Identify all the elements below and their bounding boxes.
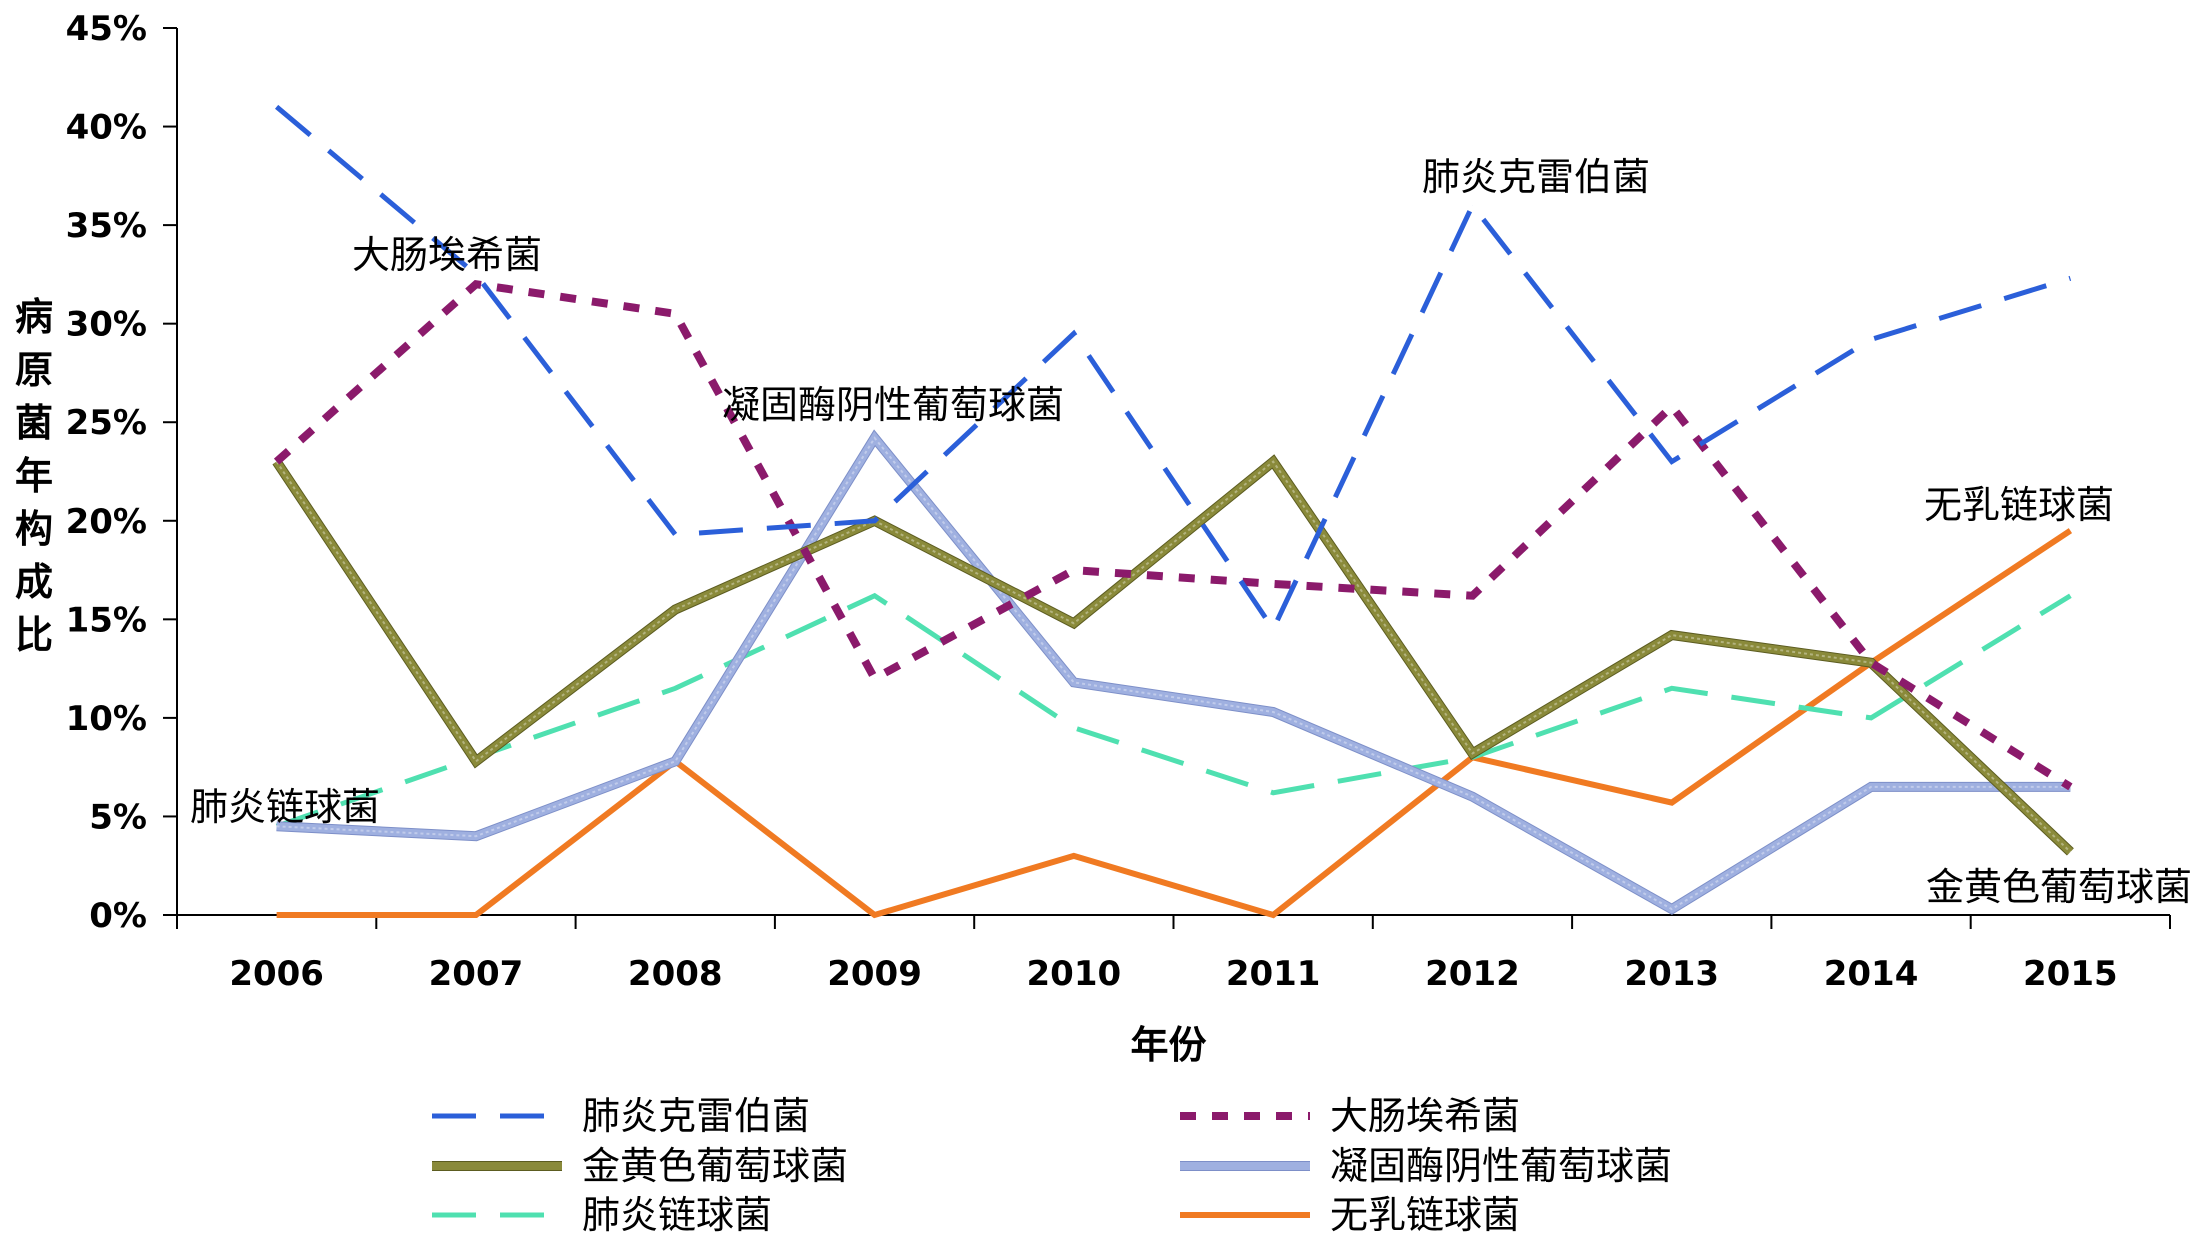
annotation-label: 肺炎克雷伯菌: [1422, 155, 1650, 199]
x-axis-title: 年份: [1130, 1023, 1206, 1067]
x-tick-label: 2012: [1425, 954, 1520, 994]
y-tick-label: 10%: [66, 699, 147, 739]
axes: 0% 5% 10% 15% 20% 25% 30% 35% 40% 45% 2006 2007 2008…: [15, 9, 2171, 1067]
x-tick-label: 2006: [229, 954, 324, 994]
annotation-label: 金黄色葡萄球菌: [1926, 865, 2192, 909]
series-line: [273, 279, 2073, 791]
y-axis-title: 病原菌年构成比: [15, 295, 53, 657]
y-tick-label: 5%: [89, 797, 147, 837]
x-tick-label: 2007: [429, 954, 524, 994]
y-tick-label: 35%: [66, 206, 147, 246]
annotation-label: 凝固酶阴性葡萄球菌: [722, 383, 1064, 427]
legend-item: 凝固酶阴性葡萄球菌: [1180, 1144, 1672, 1188]
x-tick-label: 2013: [1624, 954, 1719, 994]
x-tick-label: 2008: [628, 954, 723, 994]
legend-label: 大肠埃希菌: [1330, 1094, 1520, 1138]
series-0: [274, 104, 2072, 635]
y-tick-label: 25%: [66, 403, 147, 443]
annotation-label: 无乳链球菌: [1924, 483, 2114, 527]
legend-label: 金黄色葡萄球菌: [582, 1144, 848, 1188]
legend-label: 凝固酶阴性葡萄球菌: [1330, 1144, 1672, 1188]
series-layer: [272, 104, 2074, 919]
series-3: [276, 429, 2071, 915]
series-2: [272, 454, 2074, 856]
y-tick-label: 0%: [89, 896, 147, 936]
series-line-texture: [276, 436, 2071, 911]
legend-item: 金黄色葡萄球菌: [432, 1144, 848, 1188]
y-tick-label: 30%: [66, 305, 147, 345]
series-line: [276, 528, 2073, 919]
series-line: [274, 104, 2072, 635]
series-line: [276, 431, 2071, 914]
legend-item: 大肠埃希菌: [1180, 1094, 1520, 1138]
legend-label: 肺炎克雷伯菌: [582, 1094, 810, 1138]
y-tick-label: 40%: [66, 108, 147, 148]
series-line-outline: [276, 429, 2071, 915]
series-line: [275, 592, 2072, 829]
legend-item: 无乳链球菌: [1180, 1193, 1520, 1237]
legend-label: 肺炎链球菌: [582, 1193, 772, 1237]
legend-item: 肺炎克雷伯菌: [432, 1094, 810, 1138]
y-tick-label: 20%: [66, 502, 147, 542]
series-line: [273, 455, 2074, 855]
x-tick-label: 2010: [1027, 954, 1122, 994]
x-tick-label: 2015: [2023, 954, 2118, 994]
x-tick-label: 2011: [1226, 954, 1321, 994]
y-tick-label: 45%: [66, 9, 147, 49]
legend-item: 肺炎链球菌: [432, 1193, 772, 1237]
series-1: [273, 279, 2073, 791]
x-tick-label: 2009: [827, 954, 922, 994]
annotation-label: 肺炎链球菌: [190, 785, 380, 829]
x-tick-label: 2014: [1824, 954, 1919, 994]
series-5: [276, 528, 2073, 919]
annotation-label: 大肠埃希菌: [352, 233, 542, 277]
y-tick-label: 15%: [66, 600, 147, 640]
legend-label: 无乳链球菌: [1330, 1193, 1520, 1237]
